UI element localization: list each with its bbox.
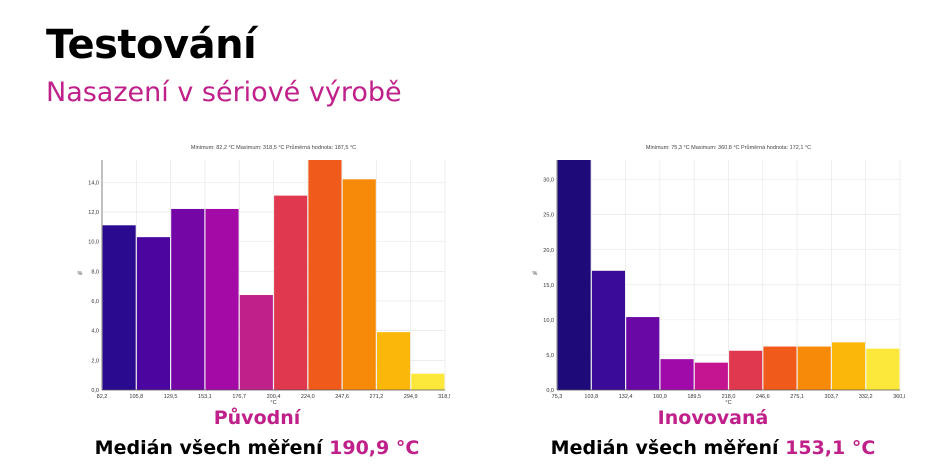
x-tick-label: 75,3: [552, 394, 563, 400]
x-tick-label: 275,1: [790, 394, 804, 400]
histogram-bar: [729, 350, 763, 390]
median-original-value: 190,9 °C: [329, 437, 420, 459]
histogram-bar: [411, 373, 445, 390]
histogram-bar: [694, 362, 728, 390]
median-original: Medián všech měření 190,9 °C: [72, 437, 442, 459]
y-tick-label: 0,0: [546, 388, 554, 394]
page-title: Testování: [46, 22, 257, 68]
x-tick-label: 82,2: [97, 394, 108, 400]
x-axis-label: °C: [270, 400, 276, 406]
histogram-bar: [274, 195, 308, 390]
histogram-bar: [866, 348, 900, 390]
median-innovated-value: 153,1 °C: [785, 437, 876, 459]
x-tick-label: 218,0: [722, 394, 736, 400]
histogram-bar: [797, 346, 831, 390]
x-tick-label: 318,5: [438, 394, 450, 400]
x-tick-label: 247,6: [335, 394, 349, 400]
histogram-bar: [239, 295, 273, 390]
caption-original-title: Původní: [213, 407, 301, 429]
histogram-innovated: Minimum: 75,3 °C Maximum: 360,8 °C Průmě…: [533, 144, 905, 406]
y-tick-label: 4,0: [91, 329, 99, 335]
histogram-bar: [102, 225, 136, 390]
x-axis-label: °C: [725, 400, 731, 406]
x-tick-label: 271,2: [370, 394, 384, 400]
histogram-bar: [377, 332, 411, 390]
x-tick-label: 132,4: [619, 394, 633, 400]
chart-title: Minimum: 82,2 °C Maximum: 318,5 °C Průmě…: [191, 144, 356, 151]
y-tick-label: 20,0: [543, 248, 554, 254]
histogram-original: Minimum: 82,2 °C Maximum: 318,5 °C Průmě…: [78, 144, 450, 406]
chart-title: Minimum: 75,3 °C Maximum: 360,8 °C Průmě…: [646, 144, 811, 151]
histogram-bar: [136, 237, 170, 390]
x-tick-label: 176,7: [232, 394, 246, 400]
caption-original: Původní Medián všech měření 190,9 °C: [72, 407, 442, 459]
y-tick-label: 10,0: [88, 240, 99, 246]
median-original-label: Medián všech měření: [94, 437, 323, 459]
x-tick-label: 160,9: [653, 394, 667, 400]
y-tick-label: 8,0: [91, 269, 99, 275]
histogram-bar: [205, 208, 239, 390]
histogram-bar: [171, 208, 205, 390]
caption-innovated-title: Inovovaná: [657, 407, 769, 429]
x-tick-label: 246,6: [756, 394, 770, 400]
page-subtitle: Nasazení v sériové výrobě: [46, 77, 402, 108]
caption-innovated: Inovovaná Medián všech měření 153,1 °C: [528, 407, 898, 459]
y-axis-label: %: [533, 271, 538, 277]
histogram-bar: [832, 342, 866, 390]
x-tick-label: 294,9: [404, 394, 418, 400]
histogram-bar: [342, 179, 376, 390]
histogram-bar: [660, 359, 694, 390]
histogram-bar: [557, 160, 591, 390]
x-tick-label: 303,7: [825, 394, 839, 400]
x-tick-label: 200,4: [267, 394, 281, 400]
y-tick-label: 30,0: [543, 178, 554, 184]
y-tick-label: 15,0: [543, 283, 554, 289]
y-tick-label: 6,0: [91, 299, 99, 305]
y-tick-label: 5,0: [546, 353, 554, 359]
y-tick-label: 25,0: [543, 213, 554, 219]
median-innovated-label: Medián všech měření: [550, 437, 779, 459]
y-tick-label: 0,0: [91, 388, 99, 394]
x-tick-label: 332,2: [859, 394, 873, 400]
x-tick-label: 129,5: [164, 394, 178, 400]
x-tick-label: 105,8: [129, 394, 143, 400]
y-tick-label: 14,0: [88, 180, 99, 186]
y-axis-label: %: [78, 271, 83, 277]
x-tick-label: 360,8: [893, 394, 905, 400]
histogram-bar: [763, 346, 797, 390]
histogram-bar: [626, 317, 660, 390]
x-tick-label: 189,5: [687, 394, 701, 400]
x-tick-label: 153,1: [198, 394, 212, 400]
y-tick-label: 10,0: [543, 318, 554, 324]
y-tick-label: 12,0: [88, 210, 99, 216]
x-tick-label: 224,0: [301, 394, 315, 400]
y-tick-label: 2,0: [91, 358, 99, 364]
histogram-bar: [308, 160, 342, 390]
x-tick-label: 103,8: [584, 394, 598, 400]
histogram-bar: [591, 270, 625, 390]
median-innovated: Medián všech měření 153,1 °C: [528, 437, 898, 459]
